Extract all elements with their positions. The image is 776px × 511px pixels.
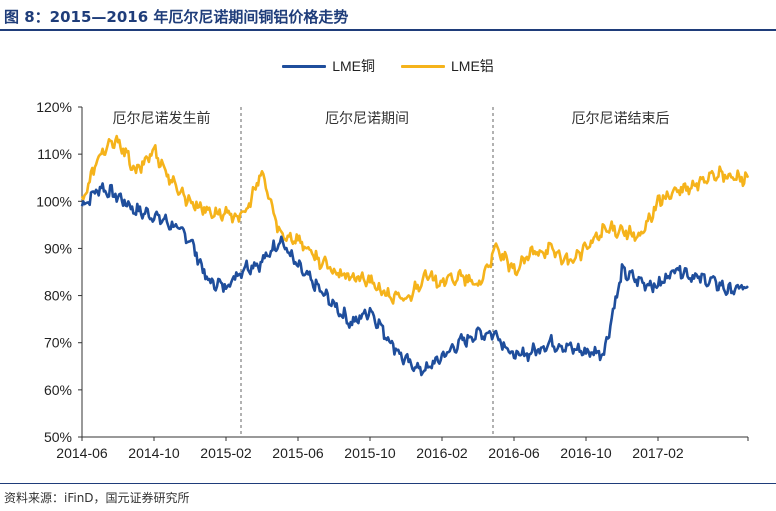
series-line-aluminum (80, 134, 750, 305)
x-tick-label-2015-10: 2015-10 (344, 445, 396, 461)
period-label-1: 厄尔尼诺发生前 (113, 110, 211, 127)
source-note: 资料来源：iFinD，国元证券研究所 (4, 491, 190, 505)
y-tick-label-70: 70% (44, 335, 72, 351)
x-tick-label-2016-06: 2016-06 (488, 445, 540, 461)
title-divider (0, 29, 776, 31)
x-tick-label-2016-02: 2016-02 (416, 445, 468, 461)
y-tick-label-120: 120% (36, 99, 72, 115)
chart-legend: LME铜 LME铝 (0, 56, 776, 76)
y-tick-label-110: 110% (37, 146, 72, 162)
legend-swatch-aluminum (401, 64, 445, 68)
x-tick-label-2016-10: 2016-10 (560, 445, 612, 461)
y-tick-label-90: 90% (44, 240, 72, 256)
y-tick-label-60: 60% (44, 382, 72, 398)
legend-swatch-copper (282, 64, 327, 68)
period-label-3: 厄尔尼诺结束后 (572, 111, 670, 127)
y-tick-label-50: 50% (44, 429, 72, 445)
y-tick-label-100: 100% (36, 193, 72, 209)
legend-item-copper: LME铜 (282, 56, 375, 76)
x-tick-label-2015-02: 2015-02 (200, 445, 252, 461)
y-tick-label-80: 80% (44, 288, 72, 304)
x-tick-label-2014-06: 2014-06 (56, 445, 108, 461)
x-tick-label-2014-10: 2014-10 (128, 445, 180, 461)
legend-item-aluminum: LME铝 (401, 56, 494, 76)
x-tick-label-2015-06: 2015-06 (272, 445, 324, 461)
legend-label-aluminum: LME铝 (451, 58, 494, 74)
series-line-copper (80, 182, 749, 377)
period-label-2: 厄尔尼诺期间 (325, 111, 409, 127)
title-bar: 图 8：2015—2016 年厄尔尼诺期间铜铝价格走势 (0, 0, 776, 31)
legend-label-copper: LME铜 (332, 58, 375, 74)
line-chart: 50% 60% 70% 80% 90% 100% 110% 120% 2014-06 2014-1… (36, 99, 750, 461)
figure-title: 图 8：2015—2016 年厄尔尼诺期间铜铝价格走势 (4, 8, 349, 26)
footer-divider (0, 483, 776, 484)
x-tick-label-2017-02: 2017-02 (632, 445, 684, 461)
